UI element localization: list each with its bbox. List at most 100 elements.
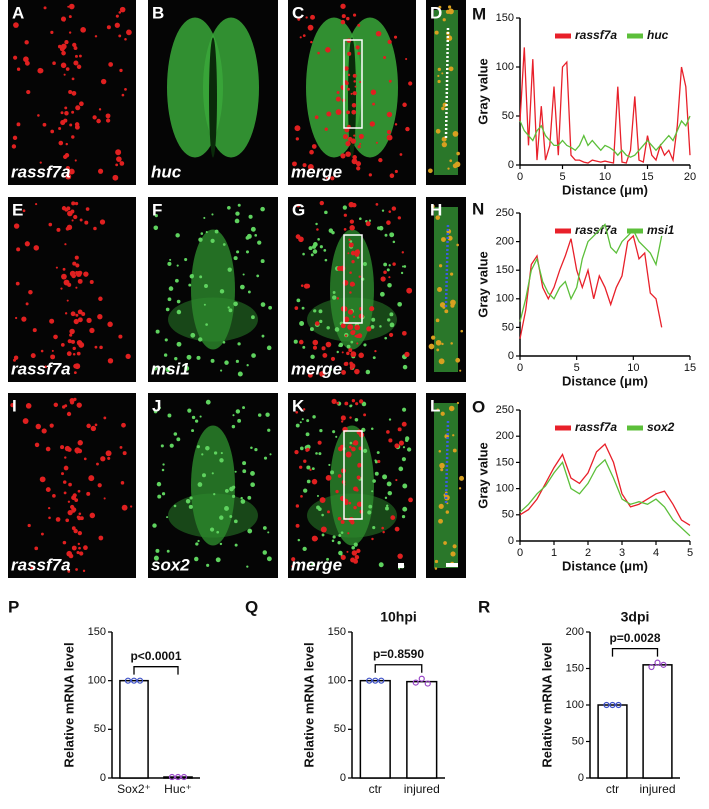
red-dot xyxy=(83,271,89,277)
green-dot xyxy=(359,217,362,221)
red-dot xyxy=(347,324,354,330)
red-dot xyxy=(75,286,78,289)
red-dot xyxy=(63,19,66,22)
red-dot xyxy=(383,270,387,275)
green-dot xyxy=(231,424,236,429)
green-dot xyxy=(231,485,236,489)
red-dot xyxy=(352,315,356,318)
red-dot xyxy=(386,134,393,141)
green-dot xyxy=(362,448,368,453)
red-dot xyxy=(354,85,357,88)
green-dot xyxy=(155,329,160,334)
green-dot xyxy=(242,461,247,466)
green-dot xyxy=(350,340,354,344)
green-dot xyxy=(242,273,245,276)
red-dot xyxy=(103,497,106,500)
red-dot xyxy=(303,283,309,289)
red-dot xyxy=(39,161,42,164)
red-dot xyxy=(349,219,355,224)
red-dot xyxy=(309,149,314,155)
green-dot xyxy=(176,341,182,347)
x-tick-label: 10 xyxy=(627,362,639,374)
red-dot xyxy=(73,397,77,401)
red-dot xyxy=(353,505,357,510)
red-dot xyxy=(62,267,66,271)
green-dot xyxy=(328,228,334,233)
green-dot xyxy=(342,205,347,210)
red-dot xyxy=(394,526,400,532)
red-dot xyxy=(105,118,111,123)
legend-label: rassf7a xyxy=(575,223,617,237)
red-dot xyxy=(72,261,77,266)
y-tick-label: 50 xyxy=(94,723,106,735)
red-dot xyxy=(120,481,125,485)
red-dot xyxy=(353,134,356,137)
green-dot xyxy=(235,211,240,216)
replicate-point xyxy=(654,659,661,666)
green-dot xyxy=(160,444,164,448)
panel-letter: G xyxy=(292,200,305,219)
green-dot xyxy=(173,504,177,508)
red-dot xyxy=(386,220,391,225)
red-dot xyxy=(67,569,71,573)
red-dot xyxy=(355,161,362,167)
y-tick-label: 200 xyxy=(566,626,584,638)
red-dot xyxy=(435,339,442,346)
red-dot xyxy=(66,206,71,211)
red-dot xyxy=(292,161,297,167)
red-dot xyxy=(297,17,301,21)
red-dot xyxy=(354,324,361,331)
red-dot xyxy=(349,271,352,274)
red-dot xyxy=(346,16,350,21)
y-tick-label: 150 xyxy=(328,626,346,638)
green-dot xyxy=(402,506,408,512)
red-dot xyxy=(13,223,20,229)
red-dot xyxy=(310,14,315,20)
red-dot xyxy=(13,355,19,360)
red-dot xyxy=(314,115,319,120)
red-dot xyxy=(401,421,407,427)
scale-bar xyxy=(446,563,458,567)
bar xyxy=(163,776,193,779)
red-dot xyxy=(346,550,349,553)
green-dot xyxy=(224,506,229,511)
red-dot xyxy=(340,554,346,560)
green-dot xyxy=(334,327,340,332)
legend-label: sox2 xyxy=(647,420,675,434)
red-dot xyxy=(370,89,377,95)
red-dot xyxy=(456,401,460,405)
x-tick-label: 1 xyxy=(551,547,557,559)
red-dot xyxy=(435,318,440,323)
significance-bracket xyxy=(374,664,423,673)
green-dot xyxy=(315,222,318,226)
green-dot xyxy=(406,447,412,452)
green-dot xyxy=(384,336,388,340)
red-dot xyxy=(456,151,460,156)
red-dot xyxy=(49,423,54,428)
red-dot xyxy=(60,43,67,50)
red-dot xyxy=(347,87,350,91)
red-dot xyxy=(450,342,453,345)
red-dot xyxy=(356,475,361,480)
green-dot xyxy=(261,334,265,338)
green-dot xyxy=(388,264,391,267)
red-dot xyxy=(459,369,462,372)
red-dot xyxy=(112,174,119,181)
red-dot xyxy=(327,510,330,514)
red-dot xyxy=(456,243,459,247)
green-dot xyxy=(392,240,396,244)
red-dot xyxy=(115,149,122,156)
red-dot xyxy=(355,45,360,50)
panel-letter: E xyxy=(12,200,23,219)
red-dot xyxy=(431,204,435,209)
red-dot xyxy=(64,312,68,315)
red-dot xyxy=(321,346,326,351)
red-dot xyxy=(72,346,76,351)
green-dot xyxy=(381,209,385,212)
panel-letter: F xyxy=(152,200,162,219)
x-tick-label: 5 xyxy=(574,362,580,374)
red-dot xyxy=(94,35,98,38)
red-dot xyxy=(68,3,75,10)
red-dot xyxy=(448,405,455,412)
